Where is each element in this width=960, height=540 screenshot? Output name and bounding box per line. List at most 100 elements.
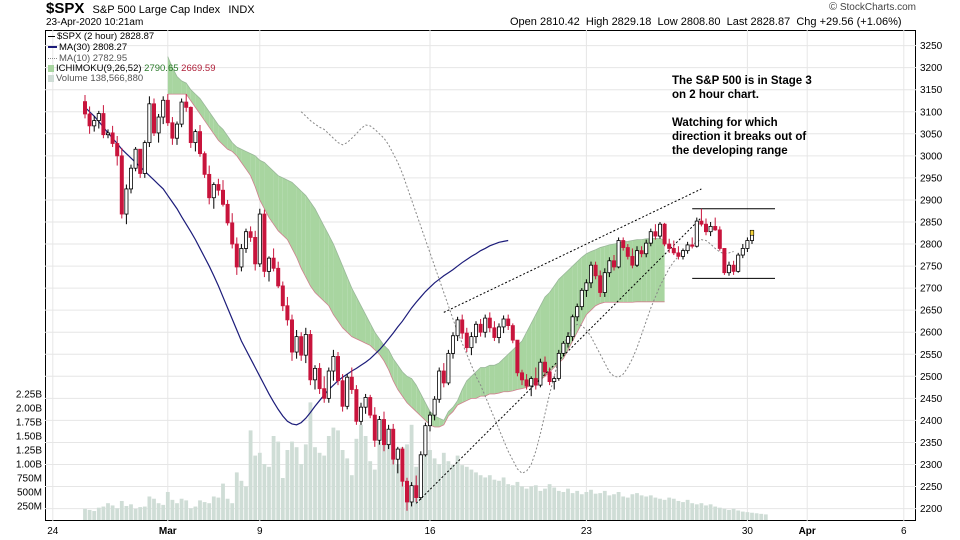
volume-bar — [441, 452, 446, 520]
candle-down — [271, 257, 276, 269]
volume-bar — [561, 492, 566, 520]
candle-up — [570, 316, 575, 338]
candle-up — [156, 116, 161, 134]
volume-bar — [363, 436, 368, 520]
x-tick-label: 24 — [47, 526, 59, 537]
last-value: 2828.87 — [750, 16, 791, 28]
candle-down — [400, 448, 405, 482]
legend-volume-swatch — [48, 74, 54, 82]
volume-bar — [248, 430, 253, 520]
volume-bar — [478, 475, 483, 520]
candle-up — [616, 240, 621, 268]
volume-bar — [722, 508, 727, 520]
candle-down — [197, 131, 202, 155]
x-tick-label: Mar — [159, 526, 177, 537]
volume-bar — [575, 490, 580, 520]
cloud-bullish-segment — [172, 67, 177, 95]
candle-up — [363, 397, 368, 408]
volume-bar — [483, 477, 488, 520]
cloud-bullish-segment — [282, 177, 288, 240]
candle-down — [515, 339, 520, 374]
volume-bar — [267, 466, 271, 520]
volume-bar — [593, 493, 598, 520]
candle-up — [133, 148, 138, 169]
cloud-bullish-segment — [186, 83, 191, 101]
candle-down — [101, 113, 106, 136]
candle-down — [441, 370, 446, 384]
annotation-line: the developing range — [672, 145, 788, 157]
volume-bar — [566, 488, 570, 520]
volume-bar — [731, 508, 736, 520]
volume-bar — [382, 419, 386, 520]
cloud-bullish-segment — [485, 365, 490, 397]
annotation-line: The S&P 500 is in Stage 3 — [672, 75, 812, 87]
candle-down — [713, 225, 718, 231]
volume-bar — [763, 514, 768, 520]
cloud-bullish-segment — [292, 182, 297, 258]
cloud-bullish-segment — [457, 389, 463, 405]
volume-bar — [492, 479, 497, 520]
volume-bar — [359, 424, 363, 520]
candle-down — [625, 247, 630, 257]
candle-down — [667, 243, 672, 249]
legend-ichimoku-swatch — [48, 64, 54, 72]
cloud-bullish-segment — [356, 296, 361, 342]
legend-price: $SPX (2 hour) 2828.87 — [48, 31, 154, 42]
candle-down — [621, 240, 626, 248]
volume-bar — [451, 465, 455, 520]
candle-down — [87, 113, 92, 127]
legend-ma10-swatch — [48, 57, 57, 59]
cloud-bullish-segment — [443, 411, 449, 425]
candle-up — [437, 370, 442, 400]
credit-icon: © — [828, 1, 838, 13]
volume-bar — [92, 511, 97, 520]
candle-up — [561, 342, 566, 354]
y-tick-label: 2850 — [920, 217, 943, 228]
candle-down — [280, 285, 285, 307]
candle-up — [161, 99, 166, 118]
open-label: Open — [510, 16, 537, 28]
cloud-bullish-segment — [246, 151, 251, 176]
volume-bar — [667, 497, 672, 520]
volume-bar — [612, 494, 616, 520]
symbol-ticker: $SPX — [46, 0, 85, 17]
volume-bar — [625, 497, 630, 520]
candle-down — [671, 248, 676, 254]
volume-bar — [648, 495, 653, 520]
cloud-bullish-segment — [351, 288, 357, 339]
volume-bar — [106, 503, 110, 520]
volume-bar — [349, 475, 354, 520]
candle-up — [128, 167, 133, 190]
volume-bar — [211, 496, 216, 520]
candle-down — [299, 336, 304, 356]
candle-down — [612, 260, 617, 268]
credit-link[interactable]: © StockCharts.com — [829, 1, 916, 13]
volume-bar — [184, 500, 189, 520]
volume-bar — [694, 504, 699, 520]
candle-down — [285, 305, 290, 321]
candle-up — [345, 376, 350, 407]
cloud-bullish-segment — [489, 365, 495, 394]
candle-up — [418, 454, 423, 498]
candle-up — [96, 113, 101, 121]
candle-down — [653, 231, 658, 237]
low-value: 2808.80 — [680, 16, 721, 28]
candle-up — [179, 101, 184, 125]
candle-down — [510, 325, 515, 341]
candle-down — [598, 275, 603, 293]
candle-down — [322, 388, 327, 399]
cloud-bullish-segment — [338, 255, 343, 328]
volume-bar — [368, 461, 373, 520]
cloud-bullish-segment — [471, 371, 476, 399]
x-tick-label: 23 — [581, 526, 593, 537]
cloud-bullish-segment — [494, 363, 499, 394]
candle-down — [593, 264, 598, 277]
cloud-bullish-segment — [434, 415, 440, 428]
candle-up — [469, 336, 474, 349]
volume-bar — [262, 464, 267, 520]
chart-date: 23-Apr-2020 10:21am — [46, 17, 144, 28]
candle-down — [630, 255, 635, 266]
legend-ichimoku-value-b: 2669.59 — [181, 63, 216, 74]
candle-up — [740, 248, 745, 256]
